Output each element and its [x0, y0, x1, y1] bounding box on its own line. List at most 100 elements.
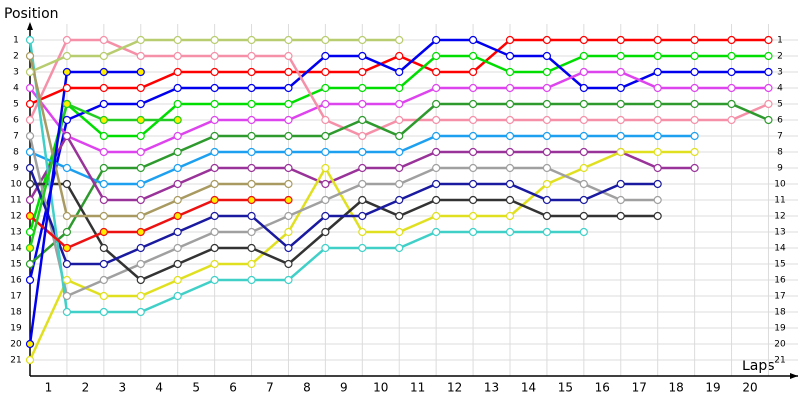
lap-point — [284, 243, 293, 253]
lap-point — [468, 163, 478, 173]
y-tick-label: 12 — [10, 212, 21, 222]
lap-point — [321, 179, 330, 189]
lap-point — [25, 211, 35, 221]
lap-point — [616, 179, 625, 189]
lap-point — [727, 115, 736, 125]
lap-point — [284, 51, 293, 61]
lap-point — [432, 35, 441, 45]
y-tick-label: 15 — [10, 260, 21, 270]
lap-point — [62, 99, 72, 109]
lap-point — [173, 259, 182, 269]
lap-point — [579, 211, 588, 221]
lap-point — [136, 291, 145, 301]
lap-point — [542, 35, 552, 45]
lap-point — [579, 227, 588, 237]
lap-point — [616, 51, 625, 61]
lap-point — [432, 227, 441, 237]
lap-point — [210, 243, 219, 253]
lap-point — [468, 227, 478, 237]
lap-point — [25, 131, 35, 141]
lap-point — [616, 147, 625, 157]
lap-point — [173, 67, 182, 77]
y-tick-label: 6 — [13, 116, 19, 126]
lap-point — [136, 307, 145, 317]
lap-point — [321, 195, 330, 205]
y-tick-label-right: 9 — [777, 164, 783, 174]
y-tick-label: 13 — [10, 228, 21, 238]
lap-point — [542, 195, 552, 205]
lap-point — [25, 195, 35, 205]
lap-point — [136, 67, 145, 77]
lap-point — [136, 51, 145, 61]
lap-point — [690, 51, 699, 61]
y-tick-label: 7 — [13, 132, 19, 142]
y-axis-label: Position — [4, 6, 59, 22]
lap-point — [395, 131, 404, 141]
lap-point — [579, 35, 588, 45]
lap-point — [690, 163, 699, 173]
lap-point — [136, 35, 145, 45]
lap-point — [358, 163, 367, 173]
y-tick-label-right: 18 — [774, 308, 786, 318]
lap-point — [616, 131, 625, 141]
lap-point — [653, 83, 662, 93]
lap-point — [173, 179, 182, 189]
lap-point — [99, 195, 108, 205]
lap-point — [542, 147, 552, 157]
lap-point — [173, 131, 182, 141]
y-tick-label-right: 7 — [777, 132, 783, 142]
lap-point — [247, 131, 256, 141]
lap-point — [321, 131, 330, 141]
lap-point — [542, 67, 552, 77]
lap-point — [25, 115, 35, 125]
lap-point — [616, 211, 625, 221]
lap-point — [62, 211, 72, 221]
lap-point — [284, 83, 293, 93]
lap-point — [247, 243, 256, 253]
y-tick-label-right: 2 — [777, 52, 783, 62]
series-line — [29, 198, 289, 250]
lap-point — [653, 131, 662, 141]
lap-point — [432, 67, 441, 77]
lap-point — [173, 83, 182, 93]
lap-point — [764, 67, 773, 77]
lap-point — [136, 99, 145, 109]
lap-point — [468, 35, 478, 45]
lap-point — [653, 35, 662, 45]
lap-point — [25, 227, 35, 237]
lap-point — [395, 179, 404, 189]
lap-point — [358, 115, 367, 125]
lap-point — [579, 83, 588, 93]
lap-point — [173, 275, 182, 285]
y-tick-label-right: 13 — [774, 228, 785, 238]
lap-point — [99, 51, 108, 61]
lap-point — [99, 227, 108, 237]
y-axis-arrow — [27, 22, 33, 30]
series-line — [28, 70, 141, 345]
lap-point — [62, 227, 72, 237]
lap-point — [616, 35, 625, 45]
lap-point — [468, 51, 478, 61]
lap-point — [99, 131, 108, 141]
x-tick-label: 16 — [595, 381, 610, 395]
lap-point — [321, 163, 330, 173]
lap-point — [284, 35, 293, 45]
lap-point — [62, 179, 72, 189]
lap-point — [542, 83, 552, 93]
lap-point — [653, 51, 662, 61]
lap-point — [358, 195, 367, 205]
lap-point — [173, 227, 182, 237]
lap-point — [173, 115, 182, 125]
lap-point — [62, 51, 72, 61]
lap-point — [62, 275, 72, 285]
lap-point — [210, 115, 219, 125]
lap-point — [616, 83, 625, 93]
lap-point — [505, 195, 515, 205]
lap-point — [25, 259, 35, 269]
lap-point — [542, 163, 552, 173]
lap-point — [653, 179, 662, 189]
lap-point — [210, 67, 219, 77]
lap-point — [579, 195, 588, 205]
y-tick-label-right: 20 — [774, 340, 786, 350]
lap-point — [99, 99, 108, 109]
